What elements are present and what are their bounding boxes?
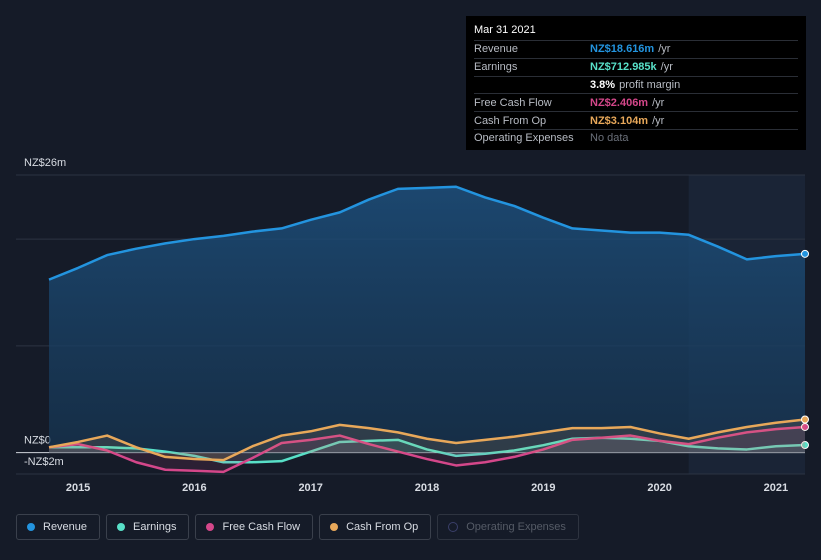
tooltip-row: 3.8% profit margin xyxy=(474,75,798,94)
tooltip-label: Operating Expenses xyxy=(474,132,574,145)
legend-swatch xyxy=(27,523,35,531)
tooltip-value: NZ$3.104m xyxy=(590,114,649,127)
tooltip: Mar 31 2021 Revenue NZ$18.616m/yr Earnings… xyxy=(466,16,806,150)
legend-swatch xyxy=(206,523,215,531)
tooltip-value: NZ$18.616m xyxy=(590,43,655,56)
legend-label: Operating Expenses xyxy=(466,521,566,533)
series-line xyxy=(48,185,806,281)
tooltip-row: Revenue NZ$18.616m/yr xyxy=(474,40,798,58)
y-tick-label: NZ$26m xyxy=(24,157,66,169)
legend-item[interactable]: Cash From Op xyxy=(319,514,432,540)
legend-item[interactable]: Operating Expenses xyxy=(437,514,579,540)
legend-item[interactable]: Earnings xyxy=(106,514,190,540)
y-tick-label: NZ$0 xyxy=(24,435,51,447)
x-tick-label: 2016 xyxy=(182,482,206,494)
series-line xyxy=(48,418,806,462)
tooltip-label: Free Cash Flow xyxy=(474,96,552,109)
legend-item[interactable]: Free Cash Flow xyxy=(195,514,314,540)
x-tick-label: 2017 xyxy=(298,482,322,494)
tooltip-label: Revenue xyxy=(474,43,519,56)
tooltip-date: Mar 31 2021 xyxy=(474,24,536,36)
tooltip-value: 3.8% xyxy=(590,78,616,91)
legend-label: Revenue xyxy=(43,521,88,533)
tooltip-unit: /yr xyxy=(652,114,665,127)
x-tick-label: 2020 xyxy=(647,482,671,494)
series-area xyxy=(49,426,805,472)
legend-label: Cash From Op xyxy=(346,521,419,533)
x-tick-label: 2019 xyxy=(531,482,555,494)
legend-label: Earnings xyxy=(133,521,177,533)
tooltip-row: Free Cash Flow NZ$2.406m/yr xyxy=(474,93,798,111)
end-point xyxy=(801,249,809,258)
series-area xyxy=(49,186,805,453)
tooltip-unit: /yr xyxy=(658,43,671,56)
series-line xyxy=(49,436,806,464)
legend: Revenue Earnings Free Cash Flow Cash From O… xyxy=(16,514,579,540)
tooltip-value: No data xyxy=(590,132,629,145)
legend-label: Free Cash Flow xyxy=(222,521,301,533)
legend-swatch xyxy=(448,522,459,532)
x-tick-label: 2018 xyxy=(415,482,439,494)
tooltip-value: NZ$712.985k xyxy=(590,61,657,74)
tooltip-label: Earnings xyxy=(474,61,518,74)
end-point xyxy=(801,415,809,424)
series-line xyxy=(48,425,806,474)
tooltip-row: Earnings NZ$712.985k/yr xyxy=(474,57,798,76)
x-tick-label: 2021 xyxy=(764,482,788,494)
tooltip-unit: profit margin xyxy=(619,78,681,91)
end-point xyxy=(801,441,809,450)
y-tick-label: -NZ$2m xyxy=(24,456,64,468)
tooltip-unit: /yr xyxy=(652,96,665,109)
legend-swatch xyxy=(117,523,126,531)
tooltip-row: Operating Expenses No data xyxy=(474,128,798,147)
legend-item[interactable]: Revenue xyxy=(16,514,101,540)
legend-swatch xyxy=(330,523,339,531)
tooltip-unit: /yr xyxy=(660,61,673,74)
tooltip-row: Cash From Op NZ$3.104m/yr xyxy=(474,111,798,129)
tooltip-value: NZ$2.406m xyxy=(590,96,649,109)
tooltip-label: Cash From Op xyxy=(474,114,547,127)
x-tick-label: 2015 xyxy=(66,482,90,494)
